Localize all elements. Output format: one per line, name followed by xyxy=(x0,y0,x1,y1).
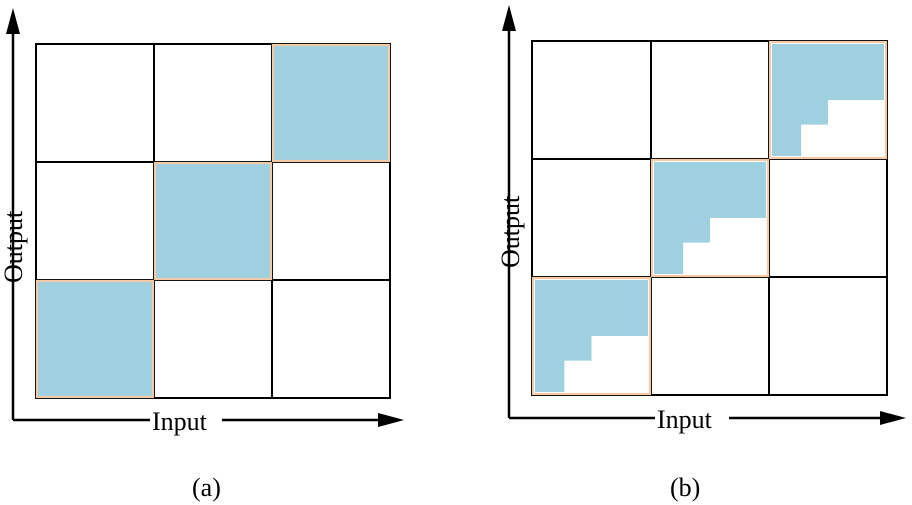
grid-cell xyxy=(650,276,770,396)
grid-cell xyxy=(768,158,888,278)
panel-b-caption: (b) xyxy=(670,473,700,502)
diagonal-block-border xyxy=(650,158,770,278)
panel-b-x-axis-label: Input xyxy=(657,405,713,434)
diagonal-block-border xyxy=(153,161,273,281)
grid-cell xyxy=(35,43,155,163)
diagonal-block-border xyxy=(531,276,652,396)
grid-cell xyxy=(531,40,652,160)
diagonal-block-staircase xyxy=(772,44,884,156)
panel-b-x-label-bg xyxy=(655,403,729,433)
diagonal-block-full xyxy=(155,163,271,279)
panel-b-diagonal-blocks xyxy=(535,44,884,392)
panel-b-x-axis-arrow-icon xyxy=(880,411,906,425)
panel-a-y-axis-label: Output xyxy=(0,210,28,283)
grid-cell xyxy=(271,161,391,281)
panel-a-x-axis-label: Input xyxy=(152,407,208,436)
diagonal-block-full xyxy=(273,45,389,161)
grid-cell xyxy=(153,279,273,399)
diagonal-block-staircase xyxy=(535,280,648,392)
panel-a-caption: (a) xyxy=(192,473,221,502)
diagonal-block-full xyxy=(37,281,153,397)
diagonal-block-border xyxy=(271,43,391,163)
panel-a-x-axis-arrow-icon xyxy=(378,413,404,427)
grid-cell xyxy=(531,158,652,278)
panel-a-diagonal-blocks xyxy=(37,45,389,397)
grid-cell xyxy=(35,161,155,281)
diagonal-block-border xyxy=(35,279,155,399)
panel-a-block-borders xyxy=(35,43,391,399)
diagonal-block-border xyxy=(768,40,888,160)
panel-a-y-axis-arrow-icon xyxy=(6,8,20,34)
grid-cell xyxy=(153,43,273,163)
grid-cell xyxy=(271,279,391,399)
panel-b-y-axis-label: Output xyxy=(496,195,525,268)
grid-cell xyxy=(768,276,888,396)
panel-b-y-axis-arrow-icon xyxy=(502,5,516,31)
grid-cell xyxy=(650,40,770,160)
panel-b-block-borders xyxy=(531,40,888,396)
panel-a-x-label-bg xyxy=(150,405,222,435)
panel-b: Input Output (b) xyxy=(496,5,906,502)
diagonal-block-staircase xyxy=(654,162,766,274)
panel-a: Input Output (a) xyxy=(0,8,404,502)
